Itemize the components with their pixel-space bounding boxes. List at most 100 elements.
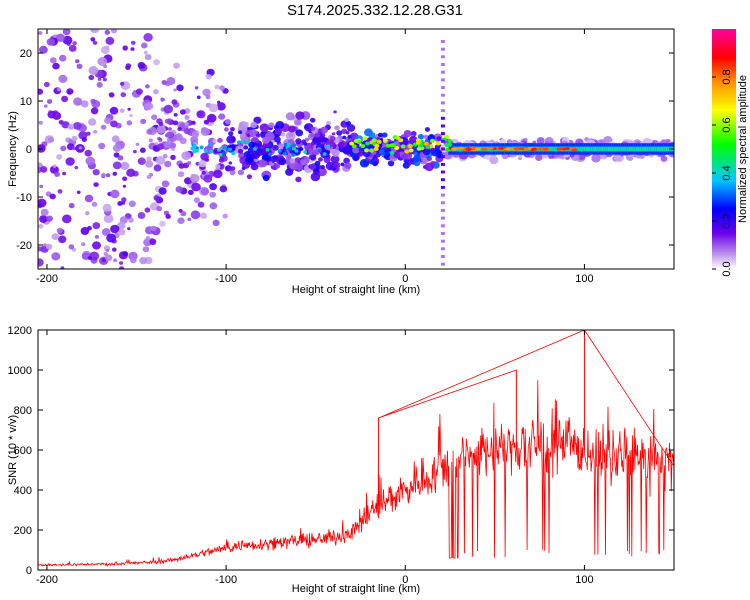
- spectral-point: [287, 147, 292, 151]
- spectral-point: [112, 144, 122, 152]
- spectral-point: [187, 161, 192, 165]
- spectral-point: [201, 188, 209, 196]
- spectral-point: [389, 143, 395, 148]
- spectral-point: [345, 120, 351, 126]
- spectral-point: [87, 256, 93, 260]
- spectral-point: [217, 148, 221, 152]
- spectral-point: [38, 88, 44, 95]
- spectral-point: [93, 130, 98, 134]
- spectral-point: [622, 146, 625, 152]
- spectral-point: [117, 201, 123, 206]
- spectral-point: [105, 173, 111, 178]
- spectral-point: [381, 132, 388, 138]
- spectral-point: [122, 45, 128, 51]
- spectral-point: [122, 184, 127, 188]
- spectral-point: [84, 149, 92, 157]
- spectral-point: [78, 146, 83, 150]
- spectral-point: [200, 152, 209, 161]
- spectrogram-data: [38, 29, 674, 269]
- spectral-point: [217, 100, 221, 104]
- x-tick-label: 100: [575, 574, 593, 586]
- spectral-point: [146, 128, 153, 135]
- spectral-point: [119, 108, 125, 113]
- spectral-point: [164, 160, 172, 168]
- spectral-point: [310, 172, 321, 182]
- spectral-point: [130, 40, 136, 45]
- spectral-point: [153, 164, 162, 172]
- spectral-point: [218, 157, 225, 163]
- spectral-point: [61, 95, 69, 103]
- spectral-point: [177, 127, 182, 131]
- spectral-point: [598, 146, 601, 152]
- spectral-point: [282, 151, 287, 156]
- spectral-point: [626, 146, 629, 152]
- spectral-point: [191, 120, 196, 125]
- spectral-point: [377, 132, 383, 138]
- colorbar-tick-label: 0.4: [721, 165, 733, 180]
- spectral-point: [249, 129, 258, 138]
- spectral-point: [413, 155, 422, 163]
- spectral-point: [144, 50, 148, 55]
- spectral-point: [616, 146, 619, 152]
- spectral-point: [153, 195, 160, 201]
- spectral-point: [75, 59, 80, 64]
- spectral-point: [120, 161, 130, 170]
- colorbar-tick-label: 0.8: [721, 69, 733, 84]
- spectral-point: [65, 157, 75, 166]
- spectral-point: [369, 148, 374, 153]
- spectral-point: [652, 146, 655, 152]
- spectral-point: [650, 146, 653, 152]
- spectral-point: [112, 171, 118, 176]
- y-tick-label: 600: [14, 445, 32, 457]
- spectral-point: [199, 145, 204, 150]
- spectral-point: [295, 129, 304, 137]
- spectral-point: [91, 201, 98, 207]
- spectral-point: [398, 138, 404, 143]
- spectral-point: [228, 147, 233, 152]
- spectral-point: [193, 197, 200, 203]
- spectral-point: [440, 124, 445, 128]
- spectral-point: [103, 214, 114, 224]
- spectral-point: [275, 163, 281, 169]
- spectral-point: [215, 164, 221, 169]
- spectral-point: [318, 157, 323, 162]
- spectral-point: [205, 94, 211, 100]
- spectral-point: [128, 200, 136, 208]
- spectral-point: [137, 212, 146, 219]
- spectral-point: [101, 172, 106, 178]
- spectral-point: [173, 113, 178, 117]
- spectral-point: [149, 238, 157, 245]
- spectral-point: [183, 128, 191, 135]
- spectral-point: [577, 146, 580, 152]
- colorbar-tick-label: 0.0: [721, 261, 733, 276]
- spectral-point: [67, 42, 71, 46]
- spectral-point: [319, 168, 323, 173]
- spectral-point: [100, 124, 107, 130]
- spectral-point: [184, 122, 189, 126]
- spectral-point: [312, 138, 318, 143]
- spectral-point: [139, 257, 148, 265]
- spectral-point: [620, 146, 623, 152]
- colorbar-gradient: [712, 29, 736, 269]
- spectral-point: [62, 171, 66, 176]
- spectral-point: [543, 147, 549, 151]
- spectral-point: [62, 35, 73, 45]
- spectral-point: [38, 198, 47, 208]
- spectral-point: [425, 144, 431, 149]
- spectral-point: [444, 143, 450, 148]
- spectral-point: [326, 120, 331, 126]
- spectral-point: [92, 169, 100, 176]
- spectral-point: [49, 57, 57, 64]
- spectral-point: [92, 241, 101, 250]
- colorbar: 0.0 0.2 0.4 0.6 0.8 Normalized spectral ampl…: [712, 29, 749, 277]
- spectral-point: [58, 74, 68, 83]
- spectral-point: [611, 146, 614, 152]
- spectral-point: [144, 54, 152, 61]
- spectral-point: [362, 136, 368, 141]
- spectral-point: [264, 131, 275, 141]
- spectral-point: [184, 177, 192, 185]
- spectral-point: [146, 174, 152, 180]
- snr-y-axis-label: SNR (10 * v/v): [7, 415, 19, 485]
- spectral-point: [80, 227, 90, 235]
